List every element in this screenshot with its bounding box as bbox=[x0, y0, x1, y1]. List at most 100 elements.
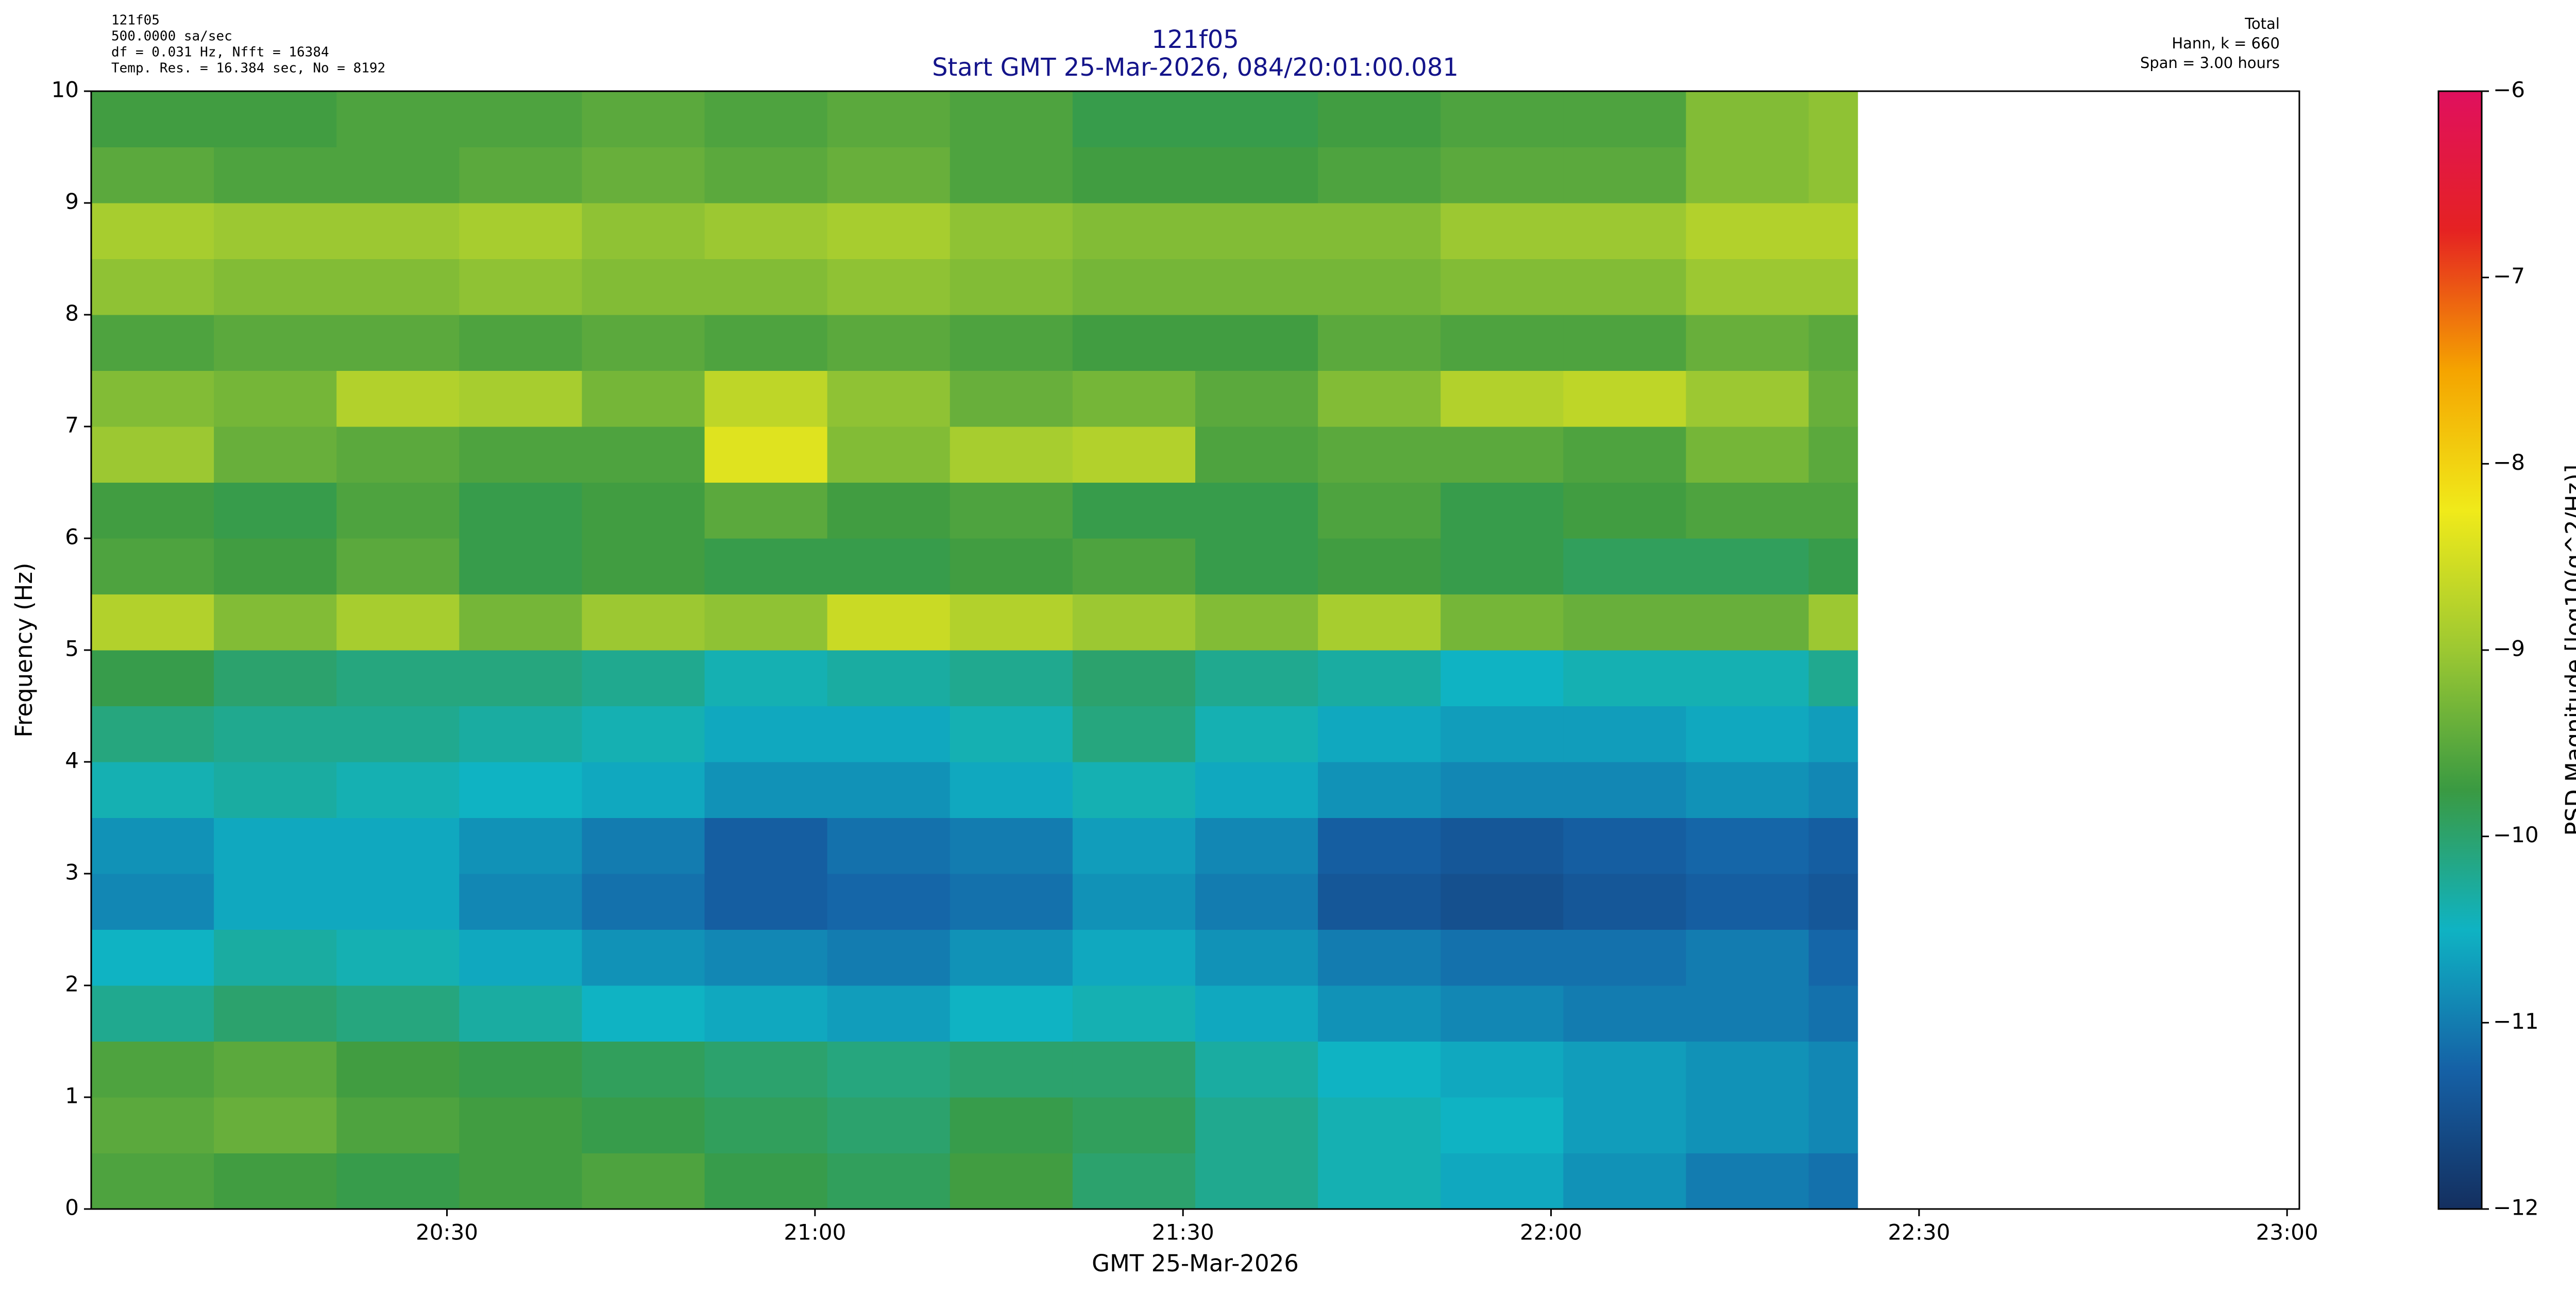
heatmap-cell bbox=[1563, 929, 1686, 986]
heatmap-cell bbox=[1072, 91, 1196, 147]
heatmap-cell bbox=[1195, 1097, 1318, 1153]
heatmap-cell bbox=[336, 594, 460, 651]
heatmap-cell bbox=[91, 370, 214, 427]
heatmap-cell bbox=[1318, 1153, 1441, 1210]
heatmap-cell bbox=[1318, 315, 1441, 371]
heatmap-cell bbox=[459, 538, 582, 594]
heatmap-cell bbox=[336, 874, 460, 930]
heatmap-cell bbox=[582, 538, 705, 594]
heatmap-cell bbox=[214, 929, 337, 986]
heatmap-cell bbox=[91, 427, 214, 483]
heatmap-cell bbox=[214, 203, 337, 259]
heatmap-cell bbox=[1072, 929, 1196, 986]
heatmap-cell bbox=[1072, 650, 1196, 706]
heatmap-cell bbox=[1195, 1041, 1318, 1098]
heatmap-cell bbox=[214, 706, 337, 762]
heatmap-cell bbox=[1440, 818, 1564, 874]
heatmap-cell bbox=[1440, 370, 1564, 427]
heatmap-cell bbox=[1318, 1097, 1441, 1153]
heatmap-cell bbox=[1563, 482, 1686, 539]
heatmap-cell bbox=[1808, 594, 1858, 651]
heatmap-cell bbox=[214, 427, 337, 483]
heatmap-cell bbox=[582, 762, 705, 818]
heatmap-cell bbox=[1686, 147, 1809, 203]
heatmap-cell bbox=[336, 762, 460, 818]
heatmap-cell bbox=[91, 818, 214, 874]
colorbar-tick-label: −12 bbox=[2493, 1195, 2539, 1220]
heatmap-cell bbox=[1440, 762, 1564, 818]
heatmap-cell bbox=[1808, 482, 1858, 539]
heatmap-cell bbox=[704, 818, 828, 874]
heatmap-cell bbox=[336, 1041, 460, 1098]
heatmap-cell bbox=[827, 91, 951, 147]
heatmap-cell bbox=[1440, 650, 1564, 706]
heatmap-cell bbox=[1318, 874, 1441, 930]
heatmap-cell bbox=[1808, 147, 1858, 203]
heatmap-cell bbox=[91, 1041, 214, 1098]
heatmap-cell bbox=[1808, 370, 1858, 427]
heatmap-cell bbox=[1686, 650, 1809, 706]
heatmap-cell bbox=[582, 1097, 705, 1153]
heatmap-cell bbox=[1195, 706, 1318, 762]
heatmap-cell bbox=[1072, 538, 1196, 594]
heatmap-cell bbox=[336, 1153, 460, 1210]
heatmap-cell bbox=[582, 594, 705, 651]
heatmap-cell bbox=[950, 818, 1073, 874]
heatmap-cell bbox=[1072, 259, 1196, 315]
heatmap-cell bbox=[1318, 594, 1441, 651]
heatmap-cell bbox=[459, 650, 582, 706]
heatmap-cell bbox=[827, 594, 951, 651]
heatmap-cell bbox=[704, 427, 828, 483]
heatmap-cell bbox=[1808, 538, 1858, 594]
heatmap-cell bbox=[1440, 706, 1564, 762]
heatmap-cell bbox=[1808, 203, 1858, 259]
x-tick-label: 21:00 bbox=[784, 1220, 846, 1245]
heatmap-cell bbox=[459, 594, 582, 651]
heatmap-cell bbox=[1318, 482, 1441, 539]
heatmap-cell bbox=[1686, 203, 1809, 259]
heatmap-cell bbox=[950, 482, 1073, 539]
heatmap-cell bbox=[1195, 538, 1318, 594]
heatmap-cell bbox=[704, 259, 828, 315]
heatmap-cell bbox=[336, 706, 460, 762]
heatmap-cell bbox=[1563, 259, 1686, 315]
heatmap-cell bbox=[950, 147, 1073, 203]
heatmap-cell bbox=[1318, 818, 1441, 874]
heatmap-cell bbox=[704, 762, 828, 818]
heatmap-cell bbox=[91, 706, 214, 762]
heatmap-cell bbox=[214, 1153, 337, 1210]
y-tick-label: 2 bbox=[65, 972, 79, 997]
heatmap-cell bbox=[1440, 594, 1564, 651]
heatmap-cell bbox=[1195, 91, 1318, 147]
heatmap-cell bbox=[582, 91, 705, 147]
heatmap-cell bbox=[1318, 929, 1441, 986]
heatmap-cell bbox=[1686, 370, 1809, 427]
heatmap-cell bbox=[950, 538, 1073, 594]
heatmap-cell bbox=[1440, 1153, 1564, 1210]
heatmap-cell bbox=[1440, 427, 1564, 483]
heatmap-cell bbox=[827, 650, 951, 706]
heatmap-cell bbox=[1808, 1153, 1858, 1210]
heatmap-cell bbox=[827, 929, 951, 986]
heatmap-cell bbox=[1563, 874, 1686, 930]
heatmap-cell bbox=[704, 1097, 828, 1153]
heatmap-cell bbox=[1318, 203, 1441, 259]
heatmap-cell bbox=[336, 315, 460, 371]
y-tick-label: 3 bbox=[65, 860, 79, 885]
heatmap-cell bbox=[336, 929, 460, 986]
heatmap-cell bbox=[827, 1097, 951, 1153]
heatmap-cell bbox=[827, 706, 951, 762]
x-axis-label: GMT 25-Mar-2026 bbox=[1092, 1250, 1299, 1277]
heatmap-cell bbox=[459, 706, 582, 762]
heatmap-cell bbox=[704, 203, 828, 259]
heatmap-cell bbox=[1686, 762, 1809, 818]
heatmap-cell bbox=[582, 427, 705, 483]
chart-title: 121f05 bbox=[1151, 25, 1239, 54]
heatmap-cell bbox=[1072, 1153, 1196, 1210]
colorbar-tick-label: −11 bbox=[2493, 1009, 2539, 1034]
heatmap-cell bbox=[582, 482, 705, 539]
heatmap-cell bbox=[1808, 1041, 1858, 1098]
heatmap-cell bbox=[582, 203, 705, 259]
colorbar-tick-label: −10 bbox=[2493, 822, 2539, 847]
heatmap-cell bbox=[704, 147, 828, 203]
